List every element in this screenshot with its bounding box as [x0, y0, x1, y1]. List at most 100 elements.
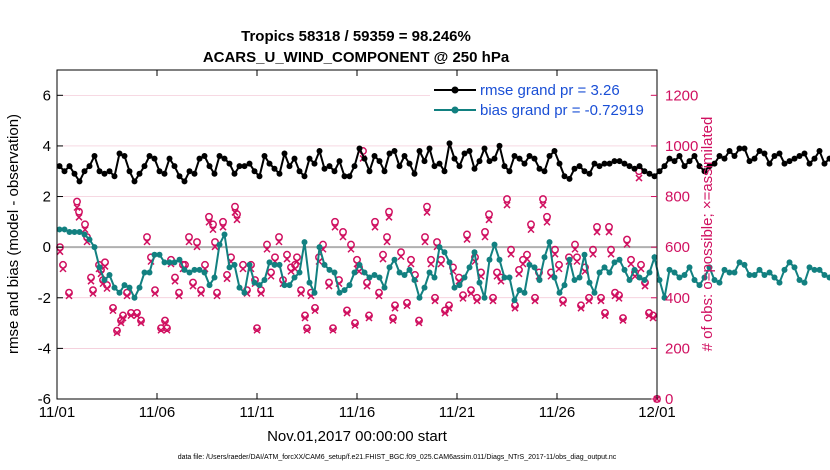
obs-assimilated-stroke [347, 245, 355, 253]
rmse-point [636, 163, 643, 170]
obs-assimilated-marker [311, 307, 319, 315]
obs-possible-marker [233, 210, 241, 219]
obs-assimilated-stroke [303, 326, 311, 334]
bias-point [806, 264, 813, 271]
rmse-point [821, 160, 828, 167]
obs-assimilated-marker [81, 226, 89, 234]
obs-assimilated-stroke [515, 270, 523, 278]
obs-assimilated-stroke [421, 238, 429, 246]
obs-assimilated-stroke [471, 257, 479, 266]
obs-assimilated-stroke [301, 314, 309, 322]
obs-assimilated-marker [283, 255, 291, 263]
obs-assimilated-marker [383, 238, 391, 246]
bias-point [436, 244, 443, 251]
rmse-point [156, 168, 163, 175]
bias-point [781, 266, 788, 273]
bias-point [421, 284, 428, 291]
obs-possible-marker [503, 195, 511, 204]
obs-assimilated-stroke [339, 233, 347, 241]
rmse-point [611, 158, 618, 165]
chart-title: Tropics 58318 / 59359 = 98.246% [241, 28, 471, 45]
y-right-tick-label: 1200 [665, 87, 698, 104]
obs-assimilated-marker [641, 282, 649, 290]
bias-point [686, 264, 693, 271]
bias-point [741, 261, 748, 268]
bias-point [721, 266, 728, 273]
bias-point [81, 231, 88, 238]
rmse-point [86, 163, 93, 170]
obs-assimilated-marker [239, 265, 247, 273]
obs-assimilated-stroke [423, 208, 431, 216]
obs-assimilated-marker [189, 282, 197, 290]
rmse-point [176, 173, 183, 180]
bias-point [201, 269, 208, 276]
rmse-point [511, 153, 518, 160]
bias-point [641, 277, 648, 284]
obs-assimilated-marker [585, 297, 593, 305]
bias-point [411, 277, 418, 284]
bias-point [386, 264, 393, 271]
bias-point [396, 269, 403, 276]
rmse-point [481, 145, 488, 152]
obs-assimilated-marker [571, 245, 579, 253]
rmse-point [816, 147, 823, 154]
bias-point [606, 269, 613, 276]
bias-point [516, 287, 523, 294]
bias-point [376, 274, 383, 281]
obs-assimilated-marker [489, 297, 497, 305]
rmse-point [426, 145, 433, 152]
bias-point [281, 282, 288, 289]
obs-assimilated-marker [151, 289, 159, 297]
obs-assimilated-stroke [571, 245, 579, 253]
rmse-point [336, 158, 343, 165]
obs-assimilated-marker [59, 265, 67, 273]
obs-assimilated-stroke [593, 228, 601, 236]
rmse-point [341, 173, 348, 180]
rmse-point [506, 168, 513, 175]
bias-point [341, 287, 348, 294]
rmse-point [296, 168, 303, 175]
obs-assimilated-stroke [325, 282, 333, 290]
obs-possible-marker [433, 238, 441, 247]
bias-point [656, 277, 663, 284]
obs-possible-marker [481, 228, 489, 236]
obs-assimilated-marker [619, 316, 627, 324]
obs-assimilated-stroke [415, 319, 423, 327]
obs-assimilated-marker [407, 260, 415, 268]
rmse-point [751, 155, 758, 162]
obs-assimilated-marker [263, 245, 271, 253]
rmse-series [56, 140, 830, 185]
bias-point [191, 266, 198, 273]
y-left-tick-label: -2 [38, 290, 51, 307]
bias-point [471, 249, 478, 256]
bias-point [451, 284, 458, 291]
obs-assimilated-stroke [375, 292, 383, 300]
obs-assimilated-stroke [391, 304, 399, 312]
bias-point [491, 241, 498, 248]
bias-point [151, 251, 158, 258]
rmse-point [346, 173, 353, 180]
rmse-point [601, 160, 608, 167]
obs-assimilated-stroke [267, 272, 275, 280]
bias-point [536, 277, 543, 284]
obs-assimilated-marker [463, 235, 471, 243]
rmse-point [531, 155, 538, 162]
obs-assimilated-stroke [445, 304, 453, 312]
rmse-point [811, 155, 818, 162]
rmse-point [261, 153, 268, 160]
obs-possible-marker [219, 217, 227, 226]
obs-assimilated-marker [331, 223, 339, 231]
obs-assimilated-marker [559, 299, 567, 307]
bias-point [616, 256, 623, 263]
obs-assimilated-marker [431, 297, 439, 305]
rmse-point [376, 158, 383, 165]
obs-possible-marker [605, 222, 613, 231]
rmse-point [166, 155, 173, 162]
obs-possible-marker [423, 202, 431, 211]
rmse-point [411, 170, 418, 177]
rmse-point [56, 163, 63, 170]
obs-assimilated-stroke [185, 238, 193, 246]
obs-assimilated-marker [223, 275, 231, 283]
rmse-point [281, 150, 288, 157]
obs-assimilated-stroke [397, 253, 405, 261]
